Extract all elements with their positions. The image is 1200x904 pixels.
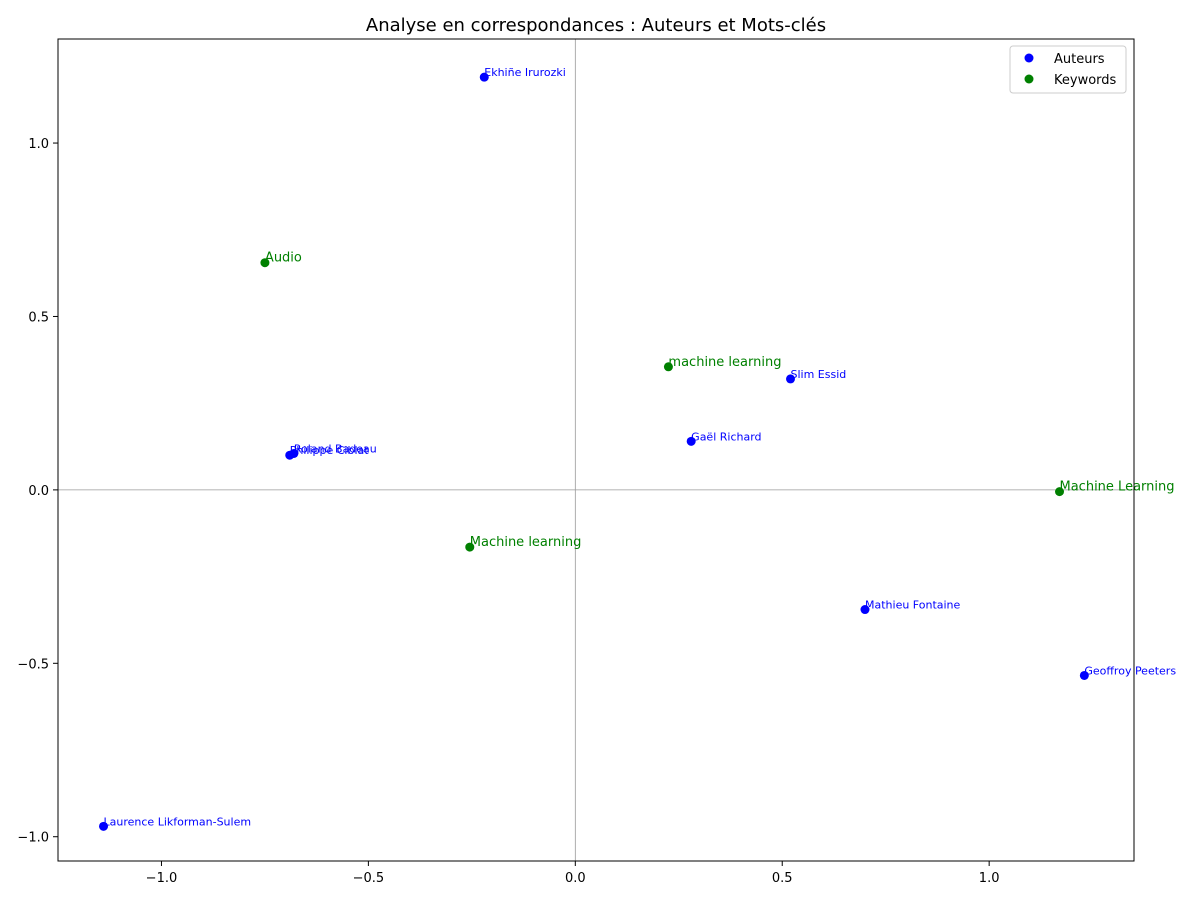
legend-label: Auteurs	[1054, 52, 1105, 67]
point-label: Geoffroy Peeters	[1084, 664, 1176, 677]
x-tick-label: 0.5	[772, 871, 793, 886]
data-point	[1079, 670, 1089, 680]
point-label: Philippe Ciblat	[290, 444, 370, 457]
point-label: Gaël Richard	[691, 430, 761, 443]
x-tick-label: 0.0	[565, 871, 586, 886]
x-tick-label: 1.0	[979, 871, 1000, 886]
point-label: Audio	[265, 251, 302, 266]
legend-label: Keywords	[1054, 73, 1117, 88]
series-keywords: Audio machine learning Machine Learning Mac…	[260, 251, 1175, 552]
chart-title: Analyse en correspondances : Auteurs et …	[366, 15, 826, 36]
legend: Auteurs Keywords	[1009, 45, 1127, 94]
y-tick-label: −0.5	[17, 657, 49, 672]
plot-frame	[57, 38, 1135, 862]
data-point	[686, 436, 696, 446]
y-tick-label: 0.5	[28, 310, 49, 325]
data-point	[465, 542, 475, 552]
point-label: Laurence Likforman-Sulem	[104, 815, 252, 828]
data-point	[860, 605, 870, 615]
y-tick-label: −1.0	[17, 831, 49, 846]
data-point	[786, 374, 796, 384]
legend-marker	[1024, 53, 1034, 63]
data-point	[285, 450, 295, 460]
data-point	[1055, 487, 1065, 497]
plot-area: Ekhiñe Irurozki Slim Essid Gaël Richard Rol…	[17, 38, 1176, 886]
data-point	[663, 362, 673, 372]
legend-box	[1009, 45, 1127, 94]
x-tick-label: −0.5	[353, 871, 385, 886]
y-tick-label: 0.0	[28, 484, 49, 499]
legend-marker	[1024, 74, 1034, 84]
data-point	[99, 821, 109, 831]
point-label: Machine Learning	[1060, 480, 1175, 495]
point-label: Ekhiñe Irurozki	[484, 66, 566, 79]
point-label: Mathieu Fontaine	[865, 599, 961, 612]
point-label: Roland Badeau	[294, 442, 377, 455]
series-auteurs: Ekhiñe Irurozki Slim Essid Gaël Richard Rol…	[99, 66, 1176, 831]
x-tick-label: −1.0	[146, 871, 178, 886]
data-point	[260, 258, 270, 268]
y-tick-label: 1.0	[28, 137, 49, 152]
point-label: machine learning	[668, 355, 781, 370]
point-label: Slim Essid	[791, 368, 847, 381]
point-label: Machine learning	[470, 535, 582, 550]
data-point	[479, 72, 489, 82]
